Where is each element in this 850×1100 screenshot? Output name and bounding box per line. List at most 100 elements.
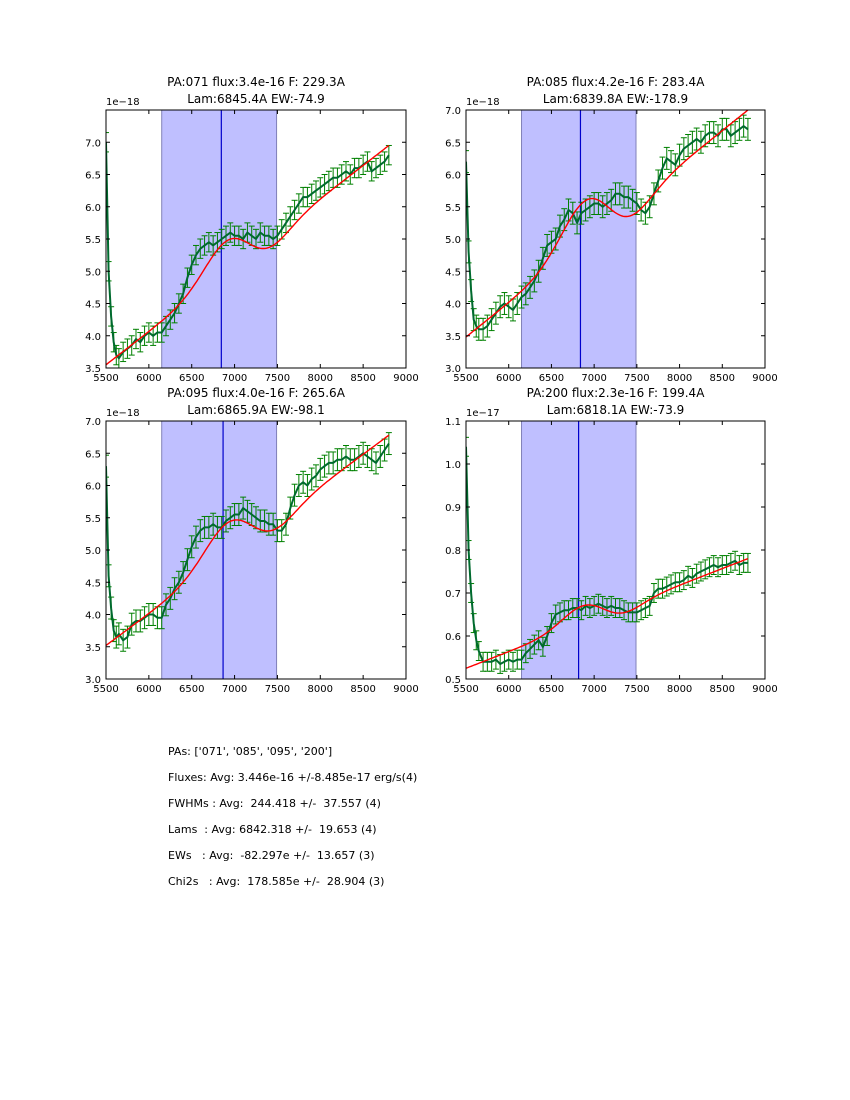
plot-area (106, 421, 392, 679)
axis-offset-label: 1e−18 (106, 97, 140, 108)
x-tick-label: 8000 (308, 684, 333, 695)
subplot-title: PA:085 flux:4.2e-16 F: 283.4A (527, 75, 706, 89)
fit-curve (466, 557, 749, 669)
fit-curve (106, 144, 390, 366)
stats-ews: EWs : Avg: -82.297e +/- 13.657 (3) (168, 849, 375, 862)
y-tick-label: 3.0 (85, 675, 101, 686)
subplot-2: 5500 6000 6500 7000 7500 8000 8500 9000 3.0 3.5 4.… (445, 75, 778, 384)
x-tick-label: 6000 (136, 684, 161, 695)
y-tick-label: 4.0 (85, 611, 101, 622)
subplot-title: PA:071 flux:3.4e-16 F: 229.3A (167, 75, 346, 89)
x-tick-label: 7000 (581, 684, 606, 695)
y-tick-label: 6.5 (85, 171, 101, 182)
x-tick-label: 6000 (496, 684, 521, 695)
stats-fluxes: Fluxes: Avg: 3.446e-16 +/-8.485e-17 erg/… (168, 771, 418, 784)
y-tick-label: 1.1 (445, 417, 461, 428)
y-tick-label: 0.5 (445, 675, 461, 686)
y-tick-label: 0.6 (445, 632, 461, 643)
fit-window-band (521, 110, 637, 368)
y-tick-label: 0.9 (445, 503, 461, 514)
y-tick-label: 5.0 (85, 546, 101, 557)
axis-offset-label: 1e−18 (106, 408, 140, 419)
x-tick-label: 9000 (393, 684, 418, 695)
x-tick-label: 5500 (453, 373, 478, 384)
x-tick-label: 6000 (136, 373, 161, 384)
y-tick-label: 5.5 (85, 235, 101, 246)
x-tick-label: 8000 (308, 373, 333, 384)
y-tick-label: 4.5 (85, 578, 101, 589)
x-tick-label: 6500 (179, 684, 204, 695)
y-tick-label: 3.5 (85, 643, 101, 654)
x-tick-label: 7500 (624, 684, 649, 695)
x-tick-label: 5500 (93, 373, 118, 384)
y-tick-label: 4.0 (445, 300, 461, 311)
data-line (466, 446, 748, 666)
x-tick-label: 7500 (265, 684, 290, 695)
subplot-3: 5500 6000 6500 7000 7500 8000 8500 9000 3.0 3.5 4.… (85, 386, 419, 695)
axis-offset-label: 1e−17 (466, 408, 500, 419)
x-tick-label: 8500 (710, 684, 735, 695)
subplot-title: PA:095 flux:4.0e-16 F: 265.6A (167, 386, 346, 400)
subplot-subtitle: Lam:6845.4A EW:-74.9 (187, 92, 325, 106)
y-tick-label: 0.7 (445, 589, 461, 600)
axis-offset-label: 1e−18 (466, 97, 500, 108)
y-tick-label: 3.5 (445, 332, 461, 343)
x-tick-label: 9000 (393, 373, 418, 384)
x-tick-label: 8500 (710, 373, 735, 384)
plot-area (466, 110, 751, 368)
x-tick-label: 6000 (496, 373, 521, 384)
x-tick-label: 7500 (265, 373, 290, 384)
y-tick-label: 6.5 (85, 449, 101, 460)
x-tick-label: 7000 (222, 684, 247, 695)
x-tick-label: 6500 (179, 373, 204, 384)
data-line (106, 443, 390, 642)
x-tick-label: 7000 (222, 373, 247, 384)
summary-stats: PAs: ['071', '085', '095', '200'] Fluxes… (168, 745, 417, 901)
y-tick-label: 6.5 (445, 138, 461, 149)
y-tick-label: 1.0 (445, 460, 461, 471)
x-tick-label: 9000 (752, 684, 777, 695)
x-tick-label: 6500 (539, 373, 564, 384)
y-tick-label: 6.0 (85, 203, 101, 214)
stats-pas: PAs: ['071', '085', '095', '200'] (168, 745, 333, 758)
x-tick-label: 8000 (667, 684, 692, 695)
x-tick-label: 6500 (539, 684, 564, 695)
y-tick-label: 7.0 (85, 138, 101, 149)
x-tick-label: 9000 (752, 373, 777, 384)
stats-fwhms: FWHMs : Avg: 244.418 +/- 37.557 (4) (168, 797, 381, 810)
fit-curve (466, 110, 749, 338)
subplot-4: 5500 6000 6500 7000 7500 8000 8500 9000 0.5 0.6 0.… (445, 386, 778, 695)
x-tick-label: 8500 (350, 373, 375, 384)
y-tick-label: 0.8 (445, 546, 461, 557)
y-tick-label: 5.0 (85, 267, 101, 278)
x-tick-label: 8500 (350, 684, 375, 695)
stats-chi2s: Chi2s : Avg: 178.585e +/- 28.904 (3) (168, 875, 385, 888)
fit-window-band (161, 421, 278, 679)
y-tick-label: 6.0 (85, 482, 101, 493)
y-tick-label: 5.5 (85, 514, 101, 525)
stats-lams: Lams : Avg: 6842.318 +/- 19.653 (4) (168, 823, 377, 836)
subplot-title: PA:200 flux:2.3e-16 F: 199.4A (527, 386, 706, 400)
x-tick-label: 7500 (624, 373, 649, 384)
y-tick-label: 6.0 (445, 171, 461, 182)
x-tick-label: 7000 (581, 373, 606, 384)
y-tick-label: 4.0 (85, 332, 101, 343)
y-tick-label: 3.0 (445, 364, 461, 375)
data-line (106, 142, 390, 360)
fit-curve (106, 434, 390, 647)
y-tick-label: 3.5 (85, 364, 101, 375)
y-tick-label: 5.0 (445, 235, 461, 246)
y-tick-label: 5.5 (445, 203, 461, 214)
x-tick-label: 8000 (667, 373, 692, 384)
fit-window-band (161, 110, 278, 368)
y-tick-label: 7.0 (85, 417, 101, 428)
plot-area (466, 421, 751, 679)
y-tick-label: 4.5 (85, 300, 101, 311)
subplot-1: 5500 6000 6500 7000 7500 8000 8500 9000 3.5 4.0 4.… (85, 75, 419, 384)
plot-area (106, 110, 392, 368)
subplot-subtitle: Lam:6818.1A EW:-73.9 (547, 403, 685, 417)
subplot-subtitle: Lam:6839.8A EW:-178.9 (543, 92, 688, 106)
subplot-subtitle: Lam:6865.9A EW:-98.1 (187, 403, 325, 417)
y-tick-label: 4.5 (445, 267, 461, 278)
